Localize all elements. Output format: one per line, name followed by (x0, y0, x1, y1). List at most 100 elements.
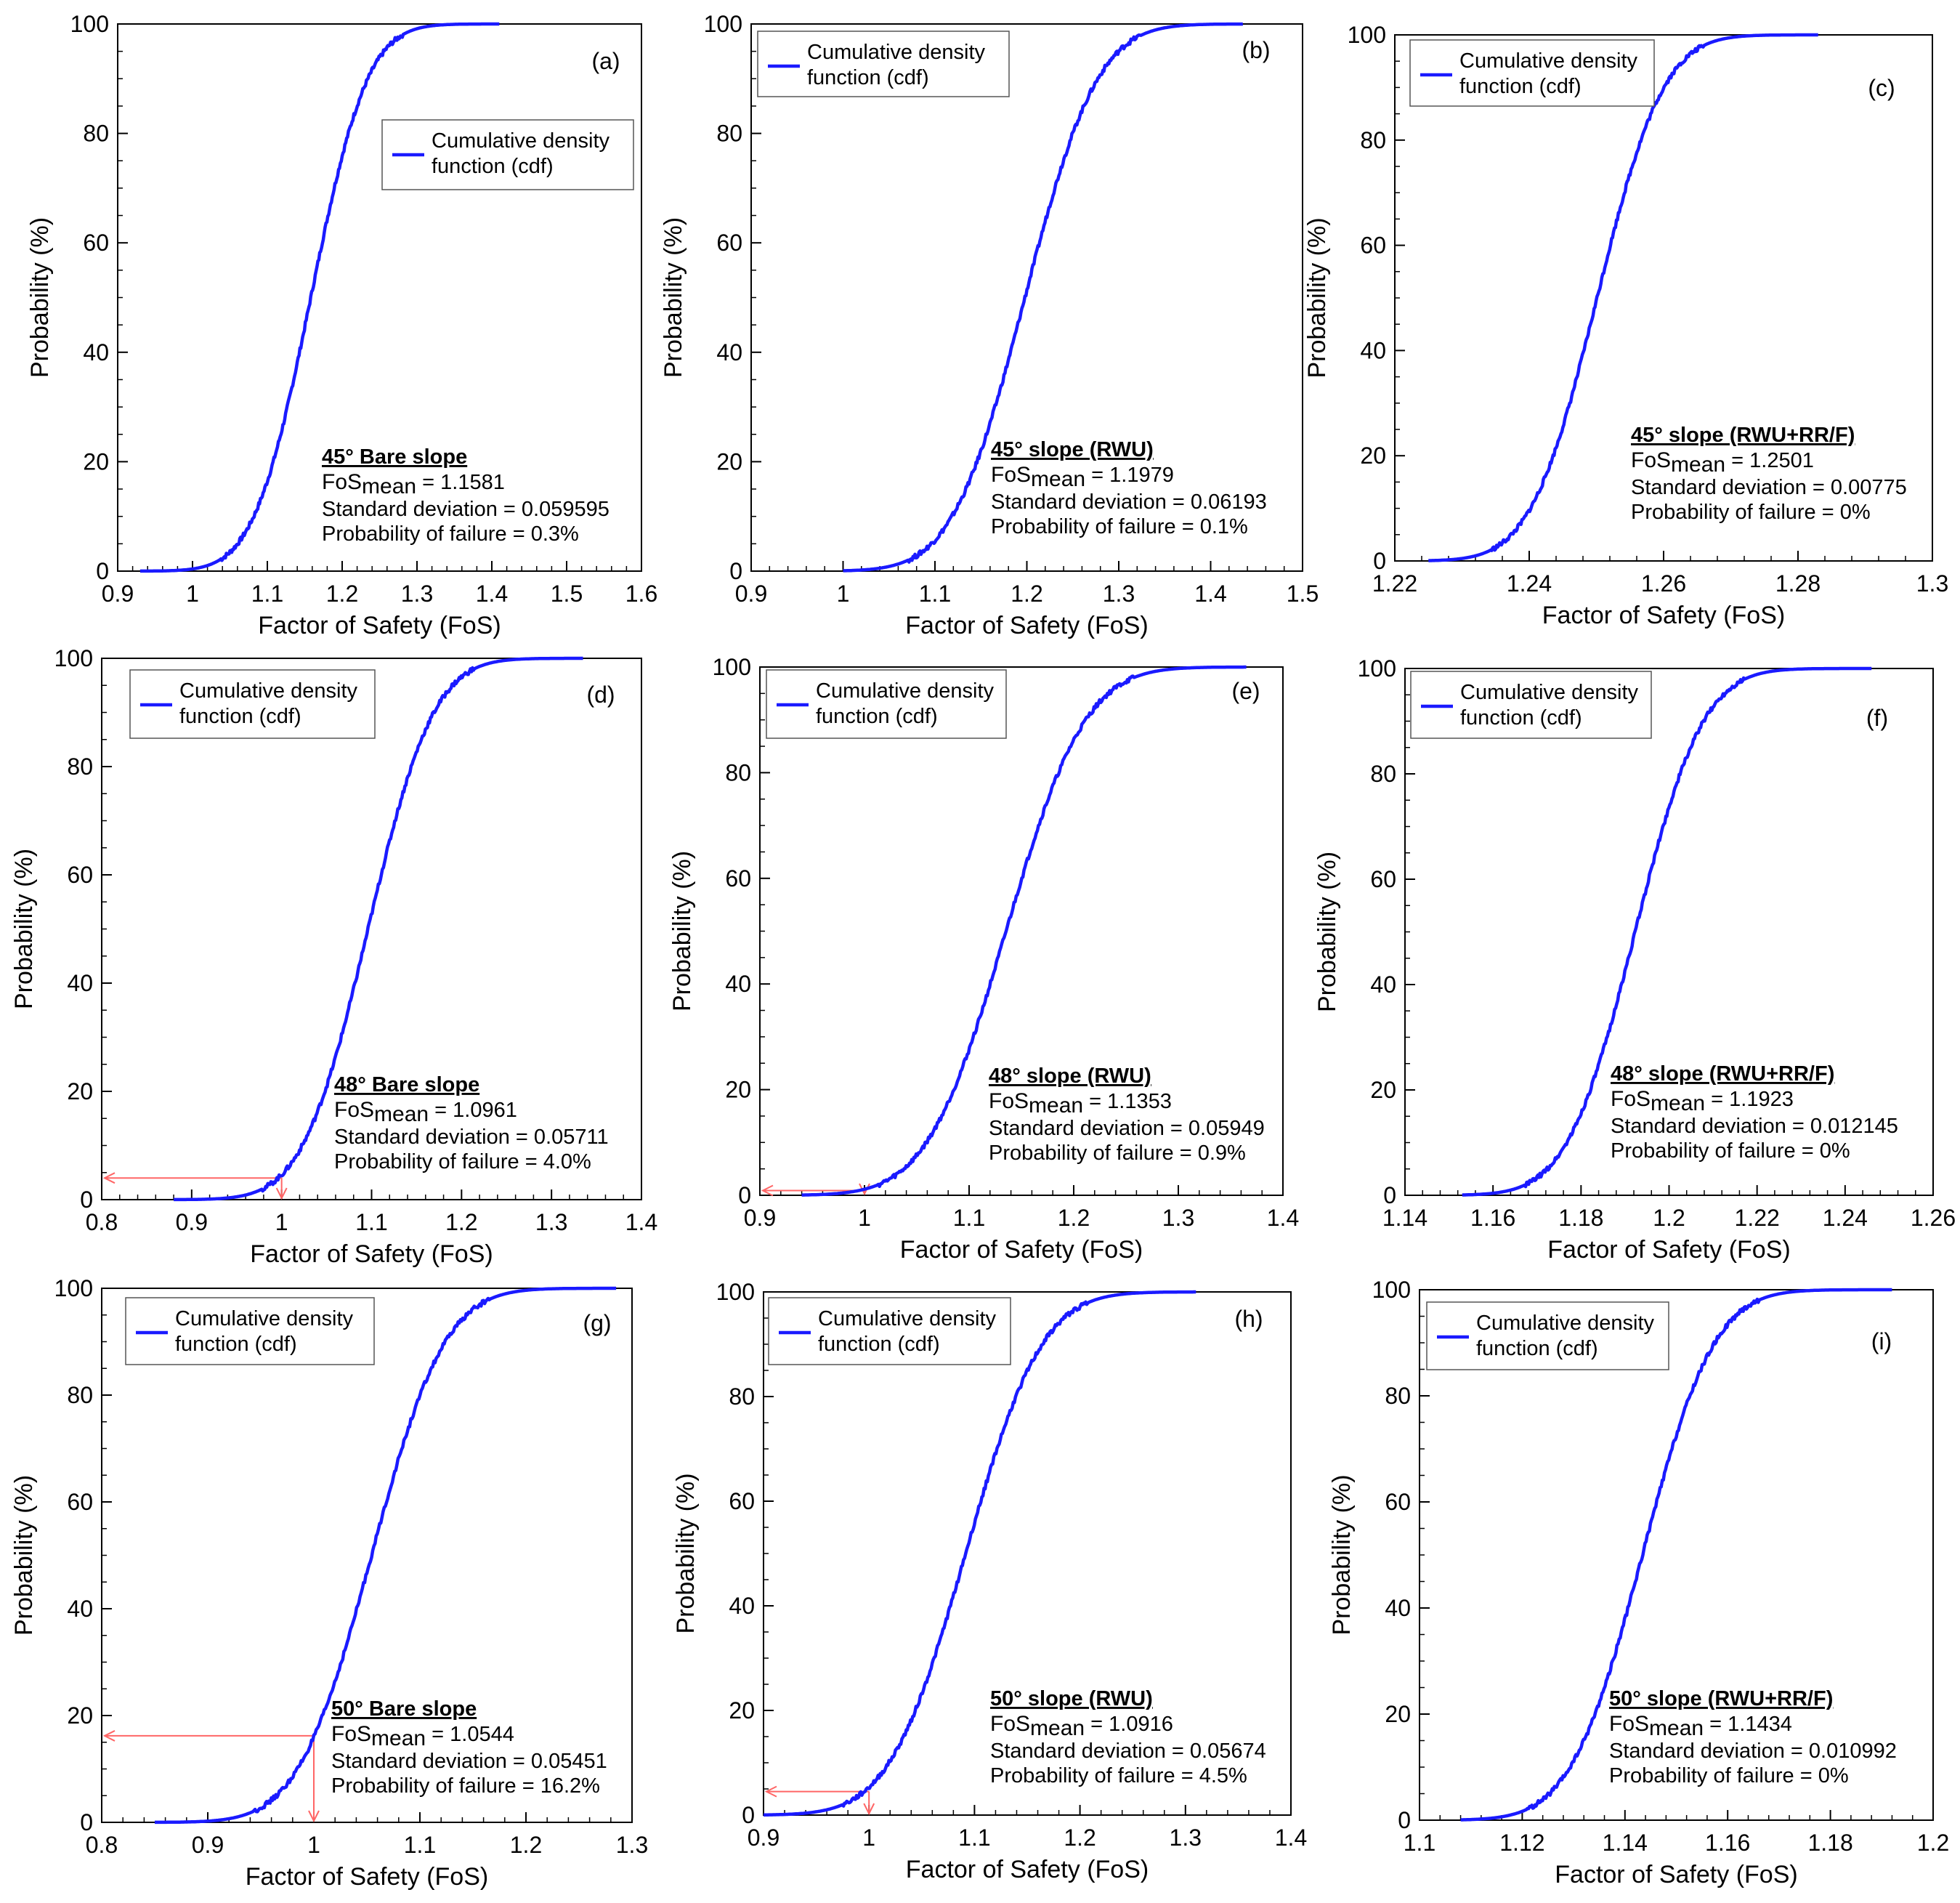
cdf-series-line (842, 22, 1244, 573)
cdf-series-line (801, 665, 1247, 1197)
y-tick-label: 0 (742, 1802, 755, 1828)
fos-mean-text: FoSmean = 1.1434 (1609, 1712, 1792, 1740)
x-tick-label: 1.22 (1372, 570, 1417, 597)
y-tick-label: 0 (1398, 1807, 1411, 1833)
y-tick-label: 20 (716, 448, 742, 474)
fos-mean-text: FoSmean = 1.0961 (334, 1098, 517, 1126)
stats-annotation: 50° slope (RWU+RR/F)FoSmean = 1.1434Stan… (1609, 1687, 1897, 1787)
chart-panel-d: 0.8 0.9 1 1.1 1.2 1.3 1.4 0 20 40 60 80 100 Factor of… (10, 645, 657, 1268)
y-tick-label: 80 (716, 121, 742, 147)
x-tick-label: 1.4 (1194, 581, 1226, 607)
y-tick-label: 100 (704, 11, 742, 37)
fos-value: = 1.2501 (1725, 449, 1814, 472)
x-tick-label: 1.3 (1103, 581, 1135, 607)
failure-probability-text: Probability of failure = 0.3% (322, 522, 579, 546)
x-tick-label: 1 (186, 581, 199, 607)
x-tick-label: 1.4 (1275, 1825, 1307, 1851)
y-tick-label: 0 (80, 1187, 93, 1213)
chart-panel-a: 0.9 1 1.1 1.2 1.3 1.4 1.5 1.6 0 20 40 60 80 100 Factor… (26, 11, 657, 639)
y-tick-label: 100 (1372, 1277, 1411, 1303)
x-tick-label: 1.2 (445, 1209, 477, 1235)
y-tick-label: 60 (1385, 1489, 1411, 1515)
x-tick-label: 1.22 (1735, 1205, 1780, 1231)
stats-annotation: 48° slope (RWU+RR/F)FoSmean = 1.1923Stan… (1611, 1062, 1898, 1163)
x-tick-label: 1.2 (1917, 1830, 1949, 1856)
y-tick-label: 0 (1373, 548, 1386, 574)
fos-subscript: mean (1651, 1091, 1705, 1115)
failure-arrow-left (761, 1184, 774, 1197)
x-tick-label: 1.4 (1267, 1205, 1299, 1231)
y-tick-label: 60 (729, 1488, 755, 1514)
y-axis-label: Probability (%) (668, 851, 696, 1011)
y-tick-label: 20 (83, 448, 109, 474)
x-tick-label: 1.1 (953, 1205, 985, 1231)
std-deviation-text: Standard deviation = 0.059595 (322, 498, 610, 521)
legend-label-line2: function (cdf) (818, 1333, 940, 1356)
x-tick-label: 0.9 (744, 1205, 776, 1231)
failure-probability-text: Probability of failure = 0% (1609, 1764, 1849, 1787)
y-tick-label: 0 (738, 1182, 751, 1208)
panel-label: (h) (1234, 1306, 1263, 1332)
x-tick-label: 1.1 (404, 1832, 436, 1858)
legend: Cumulative density function (cdf) (768, 1297, 1011, 1365)
failure-probability-text: Probability of failure = 4.0% (334, 1150, 591, 1173)
legend-label-line1: Cumulative density (175, 1307, 353, 1330)
x-tick-label: 1.1 (355, 1209, 387, 1235)
y-tick-label: 0 (80, 1809, 93, 1835)
fos-mean-text: FoSmean = 1.2501 (1631, 448, 1814, 477)
legend-label-line1: Cumulative density (1459, 49, 1637, 73)
cdf-series-line (1461, 666, 1873, 1197)
legend-label-line1: Cumulative density (818, 1307, 996, 1330)
y-tick-label: 80 (1360, 127, 1386, 153)
legend-label-line2: function (cdf) (816, 705, 938, 728)
y-tick-label: 60 (1360, 233, 1386, 259)
x-tick-label: 1.3 (1162, 1205, 1194, 1231)
y-axis-label: Probability (%) (26, 217, 54, 378)
panel-label: (e) (1231, 678, 1260, 704)
y-tick-label: 40 (716, 339, 742, 365)
y-tick-label: 40 (83, 339, 109, 365)
y-tick-label: 100 (54, 1275, 93, 1301)
x-tick-label: 1 (275, 1209, 288, 1235)
y-tick-label: 20 (729, 1697, 755, 1724)
annotation-title: 50° slope (RWU) (990, 1687, 1153, 1710)
x-tick-label: 1.4 (625, 1209, 657, 1235)
annotation-title: 50° Bare slope (331, 1697, 477, 1721)
legend-label-line1: Cumulative density (432, 129, 610, 153)
y-tick-label: 40 (1370, 971, 1396, 998)
y-tick-label: 100 (713, 654, 751, 680)
x-tick-label: 1.1 (1404, 1830, 1435, 1856)
annotation-title: 48° slope (RWU) (989, 1064, 1151, 1088)
chart-panel-h: 0.9 1 1.1 1.2 1.3 1.4 0 20 40 60 80 100 Factor of Sa… (672, 1279, 1307, 1883)
x-tick-label: 1.14 (1382, 1205, 1428, 1231)
x-tick-label: 1.26 (1911, 1205, 1956, 1231)
x-tick-label: 1.16 (1705, 1830, 1750, 1856)
fos-subscript: mean (1031, 467, 1085, 491)
y-tick-label: 80 (83, 121, 109, 147)
legend-box (1409, 39, 1655, 107)
y-axis-label: Probability (%) (1313, 852, 1341, 1012)
std-deviation-text: Standard deviation = 0.05451 (331, 1750, 607, 1773)
x-tick-label: 1.28 (1775, 570, 1821, 597)
x-tick-label: 1.5 (1287, 581, 1319, 607)
fos-mean-text: FoSmean = 1.1353 (989, 1089, 1172, 1118)
fos-value: = 1.0544 (426, 1723, 514, 1746)
x-tick-label: 1.2 (510, 1832, 542, 1858)
x-tick-label: 1.1 (919, 581, 951, 607)
y-tick-label: 40 (1360, 337, 1386, 363)
fos-prefix: FoS (1631, 448, 1671, 472)
fos-subscript: mean (371, 1726, 426, 1750)
failure-arrow-down (863, 1803, 875, 1816)
y-tick-label: 40 (67, 970, 93, 996)
x-tick-label: 1 (862, 1825, 875, 1851)
x-tick-label: 1.24 (1823, 1205, 1868, 1231)
x-tick-label: 1.1 (958, 1825, 990, 1851)
annotation-title: 45° slope (RWU) (991, 438, 1154, 461)
stats-annotation: 45° slope (RWU)FoSmean = 1.1979Standard … (991, 438, 1267, 538)
